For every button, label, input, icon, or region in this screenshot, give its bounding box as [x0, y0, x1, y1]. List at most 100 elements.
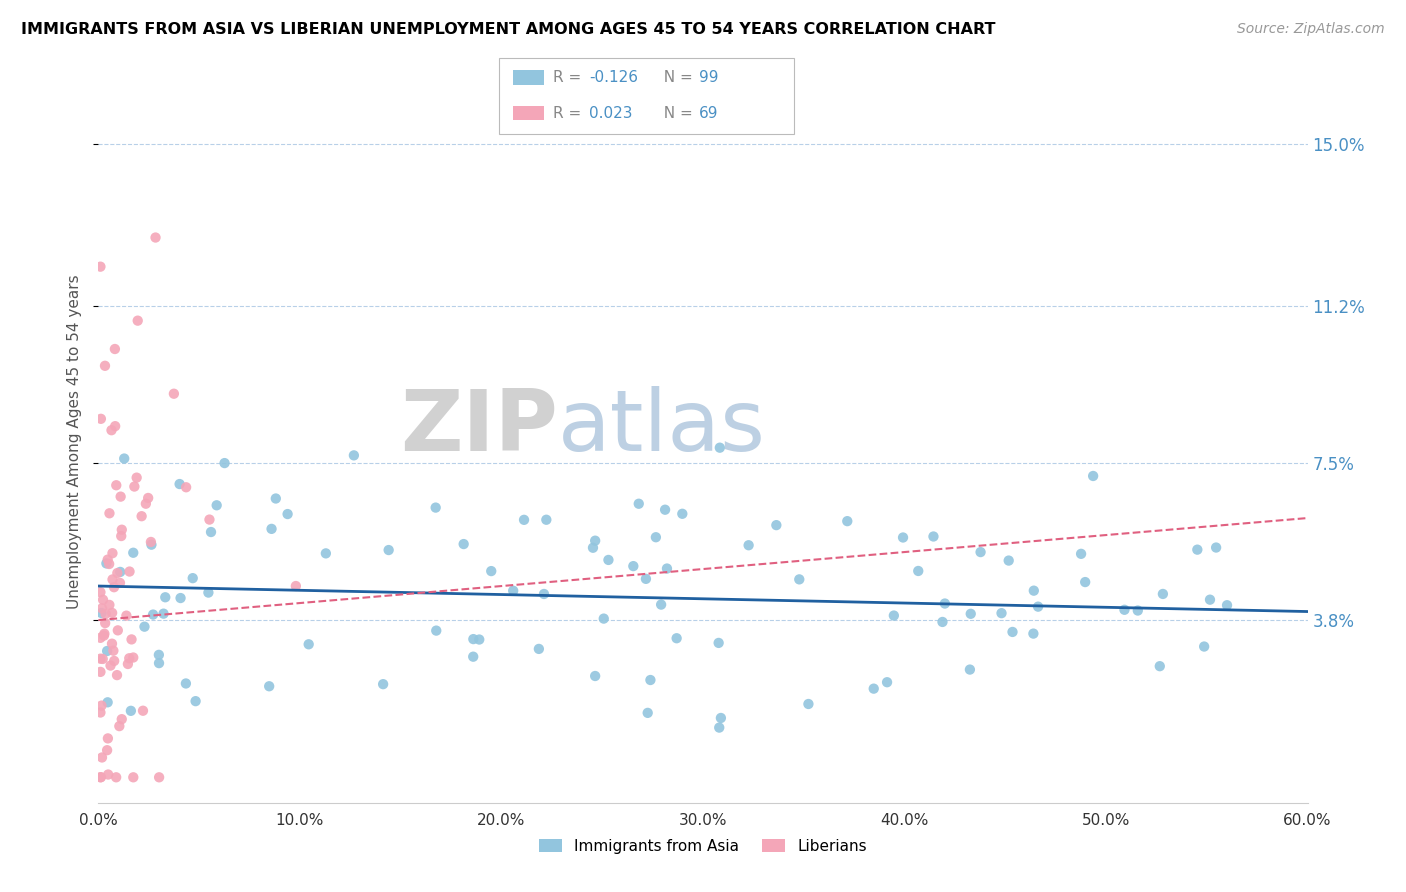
Point: [141, 538, 163, 552]
Point: [425, 624, 447, 638]
Text: 69: 69: [699, 106, 718, 120]
Point: [709, 441, 731, 455]
Point: [98, 506, 121, 520]
Point: [100, 658, 122, 673]
Point: [96, 644, 118, 658]
Point: [277, 507, 299, 521]
Point: [122, 650, 145, 665]
Point: [257, 679, 280, 693]
Point: [108, 565, 131, 579]
Point: [90, 601, 112, 615]
Point: [931, 615, 953, 629]
Text: R =: R =: [553, 70, 586, 85]
Point: [122, 546, 145, 560]
Point: [169, 591, 191, 605]
Point: [1126, 603, 1149, 617]
Point: [107, 624, 129, 638]
Point: [91, 750, 114, 764]
Point: [205, 498, 228, 512]
Point: [582, 541, 605, 555]
Point: [934, 597, 956, 611]
Point: [1026, 599, 1049, 614]
Point: [101, 573, 124, 587]
Point: [214, 456, 236, 470]
Point: [105, 770, 128, 784]
Point: [112, 451, 135, 466]
Point: [155, 591, 177, 605]
Point: [120, 704, 142, 718]
Point: [621, 559, 644, 574]
Point: [110, 490, 132, 504]
Point: [640, 673, 662, 687]
Point: [96, 557, 118, 571]
Text: -0.126: -0.126: [589, 70, 638, 85]
Point: [1070, 547, 1092, 561]
Point: [110, 529, 132, 543]
Point: [1022, 583, 1045, 598]
Point: [89, 706, 111, 720]
Point: [876, 675, 898, 690]
Point: [105, 566, 128, 580]
Text: Source: ZipAtlas.com: Source: ZipAtlas.com: [1237, 22, 1385, 37]
Point: [502, 583, 524, 598]
Point: [148, 656, 170, 670]
Point: [104, 342, 127, 356]
Point: [118, 651, 141, 665]
Point: [637, 706, 659, 720]
Point: [181, 571, 204, 585]
Point: [710, 711, 733, 725]
Point: [1114, 603, 1136, 617]
Point: [644, 530, 666, 544]
Point: [89, 665, 111, 679]
Point: [997, 553, 1019, 567]
Point: [343, 449, 366, 463]
Y-axis label: Unemployment Among Ages 45 to 54 years: Unemployment Among Ages 45 to 54 years: [67, 274, 83, 609]
Point: [174, 676, 197, 690]
Point: [583, 533, 606, 548]
Text: 0.023: 0.023: [589, 106, 633, 120]
Point: [124, 479, 146, 493]
Point: [797, 697, 820, 711]
Point: [89, 260, 111, 274]
Point: [105, 478, 128, 492]
Point: [103, 643, 125, 657]
Point: [671, 507, 693, 521]
Text: R =: R =: [553, 106, 586, 120]
Point: [111, 712, 134, 726]
Point: [1187, 542, 1209, 557]
Point: [862, 681, 884, 696]
Point: [533, 587, 555, 601]
Point: [118, 565, 141, 579]
Point: [891, 531, 914, 545]
Point: [125, 470, 148, 484]
Point: [103, 654, 125, 668]
Point: [463, 632, 485, 646]
Point: [315, 546, 337, 560]
Point: [371, 677, 394, 691]
Point: [148, 648, 170, 662]
Point: [707, 636, 730, 650]
Point: [468, 632, 491, 647]
Text: 99: 99: [699, 70, 718, 85]
Point: [592, 612, 614, 626]
Point: [1001, 624, 1024, 639]
Point: [837, 514, 859, 528]
Point: [94, 359, 117, 373]
Point: [264, 491, 287, 506]
Point: [94, 616, 117, 631]
Point: [98, 557, 121, 571]
Point: [117, 657, 139, 671]
Point: [1081, 469, 1104, 483]
Point: [163, 386, 186, 401]
Point: [479, 564, 502, 578]
Point: [90, 606, 112, 620]
Point: [1216, 598, 1239, 612]
Point: [139, 535, 162, 549]
Point: [103, 580, 125, 594]
Point: [463, 649, 485, 664]
Point: [527, 641, 550, 656]
Point: [89, 585, 111, 599]
Point: [134, 620, 156, 634]
Point: [127, 313, 149, 327]
Point: [101, 606, 124, 620]
